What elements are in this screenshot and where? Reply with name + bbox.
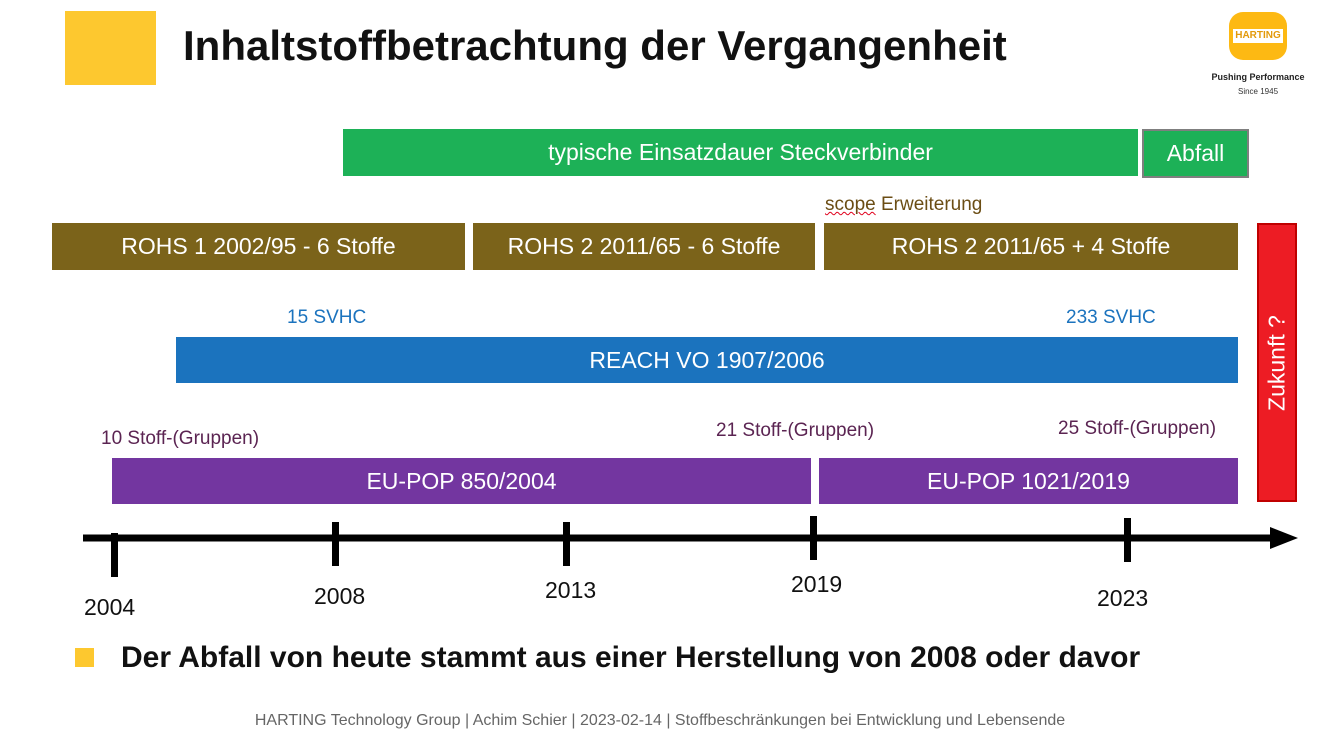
year-2004: 2004 xyxy=(84,594,136,620)
pop-21-label: 21 Stoff-(Gruppen) xyxy=(716,420,875,441)
eupop-850-bar: EU-POP 850/2004 xyxy=(112,458,811,504)
bullet-square xyxy=(75,648,94,667)
svhc-15-label: 15 SVHC xyxy=(287,307,367,328)
footer-text: HARTING Technology Group | Achim Schier … xyxy=(254,712,1066,729)
logo-brand-text: HARTING xyxy=(1235,30,1281,41)
timeline-tick-2004 xyxy=(111,533,118,577)
year-2019: 2019 xyxy=(791,571,843,597)
rohs2-bar: ROHS 2 2011/65 - 6 Stoffe xyxy=(473,223,815,270)
title-accent-square xyxy=(65,11,156,85)
bullet-text: Der Abfall von heute stammt aus einer He… xyxy=(121,641,1141,674)
timeline-tick-2019 xyxy=(810,516,817,560)
scope-erweiterung-label: scope Erweiterung xyxy=(825,194,982,216)
pop-10-label: 10 Stoff-(Gruppen) xyxy=(101,428,260,449)
year-2008: 2008 xyxy=(314,583,366,609)
timeline-tick-2013 xyxy=(563,522,570,566)
scope-word: scope xyxy=(825,194,876,215)
page-title: Inhaltstoffbetrachtung der Vergangenheit xyxy=(183,22,1007,69)
harting-logo: HARTING Pushing Performance Since 1945 xyxy=(1205,8,1311,103)
einsatzdauer-bar: typische Einsatzdauer Steckverbinder xyxy=(343,129,1138,176)
svhc-233-label: 233 SVHC xyxy=(1066,307,1156,328)
rohs2-plus-bar: ROHS 2 2011/65 + 4 Stoffe xyxy=(824,223,1238,270)
year-2023: 2023 xyxy=(1097,585,1149,611)
timeline-tick-2008 xyxy=(332,522,339,566)
timeline-tick-2023 xyxy=(1124,518,1131,562)
logo-tagline: Pushing Performance xyxy=(1211,72,1305,82)
timeline-arrow xyxy=(83,527,1298,549)
erweiterung-word: Erweiterung xyxy=(875,194,983,215)
year-2013: 2013 xyxy=(545,577,597,603)
abfall-bar: Abfall xyxy=(1142,129,1249,178)
pop-25-label: 25 Stoff-(Gruppen) xyxy=(1058,418,1217,439)
zukunft-label: Zukunft ? xyxy=(1263,314,1290,411)
eupop-1021-bar: EU-POP 1021/2019 xyxy=(819,458,1238,504)
reach-bar: REACH VO 1907/2006 xyxy=(176,337,1238,383)
harting-logo-icon xyxy=(1229,12,1287,60)
zukunft-bar: Zukunft ? xyxy=(1257,223,1297,502)
logo-since: Since 1945 xyxy=(1237,87,1279,96)
rohs1-bar: ROHS 1 2002/95 - 6 Stoffe xyxy=(52,223,465,270)
